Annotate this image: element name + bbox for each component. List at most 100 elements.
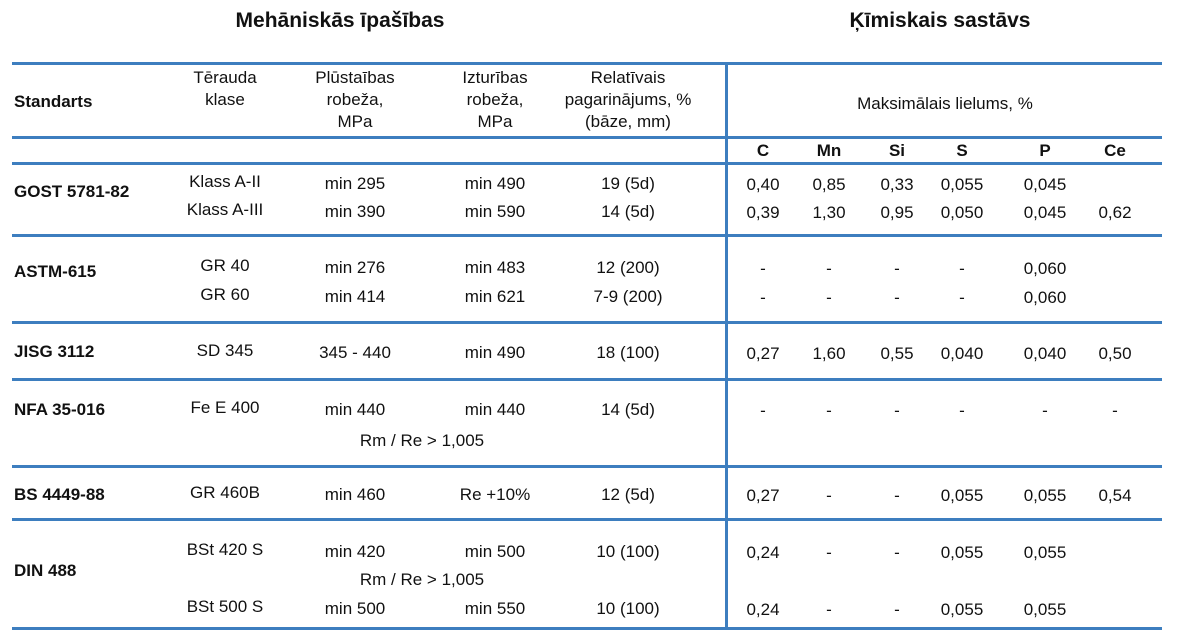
- chem-value: 0,27: [746, 344, 780, 363]
- chem-value: 0,055: [940, 600, 984, 619]
- header-element: S: [956, 141, 968, 160]
- tensile-strength: Re +10%: [459, 485, 531, 504]
- header-yield: MPa: [337, 112, 373, 131]
- yield-strength: min 440: [324, 400, 386, 419]
- steel-class: Klass A-II: [189, 172, 261, 191]
- elongation: 12 (5d): [601, 485, 655, 504]
- chem-value: -: [894, 401, 900, 420]
- header-max-value: Maksimālais lielums, %: [857, 94, 1033, 113]
- chem-value: 0,055: [1023, 543, 1067, 562]
- chem-value: 0,055: [940, 486, 984, 505]
- header-elongation: Relatīvais: [590, 68, 666, 87]
- header-element: P: [1039, 141, 1051, 160]
- chem-value: 0,54: [1098, 486, 1132, 505]
- header-tensile: MPa: [477, 112, 513, 131]
- ratio-note: Rm / Re > 1,005: [359, 570, 485, 589]
- row-divider: [12, 518, 1162, 521]
- row-divider: [12, 136, 1162, 139]
- row-divider: [12, 378, 1162, 381]
- tensile-strength: min 550: [464, 599, 526, 618]
- elongation: 19 (5d): [601, 174, 655, 193]
- tensile-strength: min 490: [464, 343, 526, 362]
- chem-value: 0,85: [812, 175, 846, 194]
- tensile-strength: min 490: [464, 174, 526, 193]
- chem-value: 0,040: [940, 344, 984, 363]
- yield-strength: min 295: [324, 174, 386, 193]
- tensile-strength: min 483: [464, 258, 526, 277]
- chem-value: 0,060: [1023, 259, 1067, 278]
- chem-value: -: [894, 259, 900, 278]
- header-yield: robeža,: [326, 90, 384, 109]
- chem-value: -: [826, 543, 832, 562]
- steel-class: GR 460B: [190, 483, 260, 502]
- chem-value: 0,040: [1023, 344, 1067, 363]
- elongation: 10 (100): [596, 599, 660, 618]
- standard-name: NFA 35-016: [14, 400, 106, 419]
- row-divider: [12, 465, 1162, 468]
- standard-name: DIN 488: [14, 561, 77, 580]
- chem-value: 0,24: [746, 543, 780, 562]
- header-element: Ce: [1104, 141, 1126, 160]
- chem-value: 0,40: [746, 175, 780, 194]
- header-standard: Standarts: [14, 92, 93, 111]
- header-elongation: (bāze, mm): [585, 112, 671, 131]
- chem-value: 0,045: [1023, 175, 1067, 194]
- chem-value: 0,055: [1023, 486, 1067, 505]
- chem-value: 1,60: [812, 344, 846, 363]
- elongation: 18 (100): [596, 343, 660, 362]
- steel-class: BSt 420 S: [186, 540, 264, 559]
- row-divider: [12, 627, 1162, 630]
- chem-value: 0,27: [746, 486, 780, 505]
- header-element: Mn: [816, 141, 842, 160]
- chem-value: -: [894, 600, 900, 619]
- steel-class: Klass A-III: [186, 200, 264, 219]
- chem-value: -: [1042, 401, 1048, 420]
- chem-value: -: [959, 288, 965, 307]
- row-divider: [12, 162, 1162, 165]
- elongation: 12 (200): [596, 258, 660, 277]
- yield-strength: min 420: [324, 542, 386, 561]
- chem-value: 0,050: [940, 203, 984, 222]
- chem-value: -: [760, 259, 766, 278]
- standard-name: JISG 3112: [14, 342, 95, 361]
- tensile-strength: min 500: [464, 542, 526, 561]
- chem-value: 0,055: [1023, 600, 1067, 619]
- chem-value: 0,50: [1098, 344, 1132, 363]
- chem-value: -: [760, 401, 766, 420]
- row-divider: [12, 321, 1162, 324]
- column-divider: [725, 62, 728, 630]
- chem-value: -: [894, 288, 900, 307]
- standard-name: GOST 5781-82: [14, 182, 130, 201]
- chem-value: -: [959, 401, 965, 420]
- chem-value: 0,055: [940, 543, 984, 562]
- chem-value: 0,33: [880, 175, 914, 194]
- chem-value: 0,24: [746, 600, 780, 619]
- elongation: 14 (5d): [601, 400, 655, 419]
- chem-value: 1,30: [812, 203, 846, 222]
- chem-value: -: [826, 288, 832, 307]
- elongation: 14 (5d): [601, 202, 655, 221]
- tensile-strength: min 621: [464, 287, 526, 306]
- mechanical-properties-title: Mehāniskās īpašības: [235, 9, 445, 32]
- yield-strength: min 414: [324, 287, 386, 306]
- yield-strength: min 460: [324, 485, 386, 504]
- header-steel-class: Tērauda: [193, 68, 257, 87]
- chem-value: 0,62: [1098, 203, 1132, 222]
- chemical-composition-title: Ķīmiskais sastāvs: [849, 9, 1031, 32]
- steel-class: GR 60: [200, 285, 250, 304]
- chem-value: 0,95: [880, 203, 914, 222]
- steel-class: BSt 500 S: [186, 597, 264, 616]
- chem-value: 0,045: [1023, 203, 1067, 222]
- header-elongation: pagarinājums, %: [564, 90, 692, 109]
- chem-value: -: [826, 401, 832, 420]
- chem-value: -: [959, 259, 965, 278]
- row-divider: [12, 234, 1162, 237]
- standard-name: BS 4449-88: [14, 485, 105, 504]
- steel-class: Fe E 400: [190, 398, 260, 417]
- elongation: 7-9 (200): [593, 287, 663, 306]
- chem-value: -: [894, 486, 900, 505]
- chem-value: 0,060: [1023, 288, 1067, 307]
- chem-value: 0,055: [940, 175, 984, 194]
- chem-value: -: [826, 600, 832, 619]
- chem-value: -: [1112, 401, 1118, 420]
